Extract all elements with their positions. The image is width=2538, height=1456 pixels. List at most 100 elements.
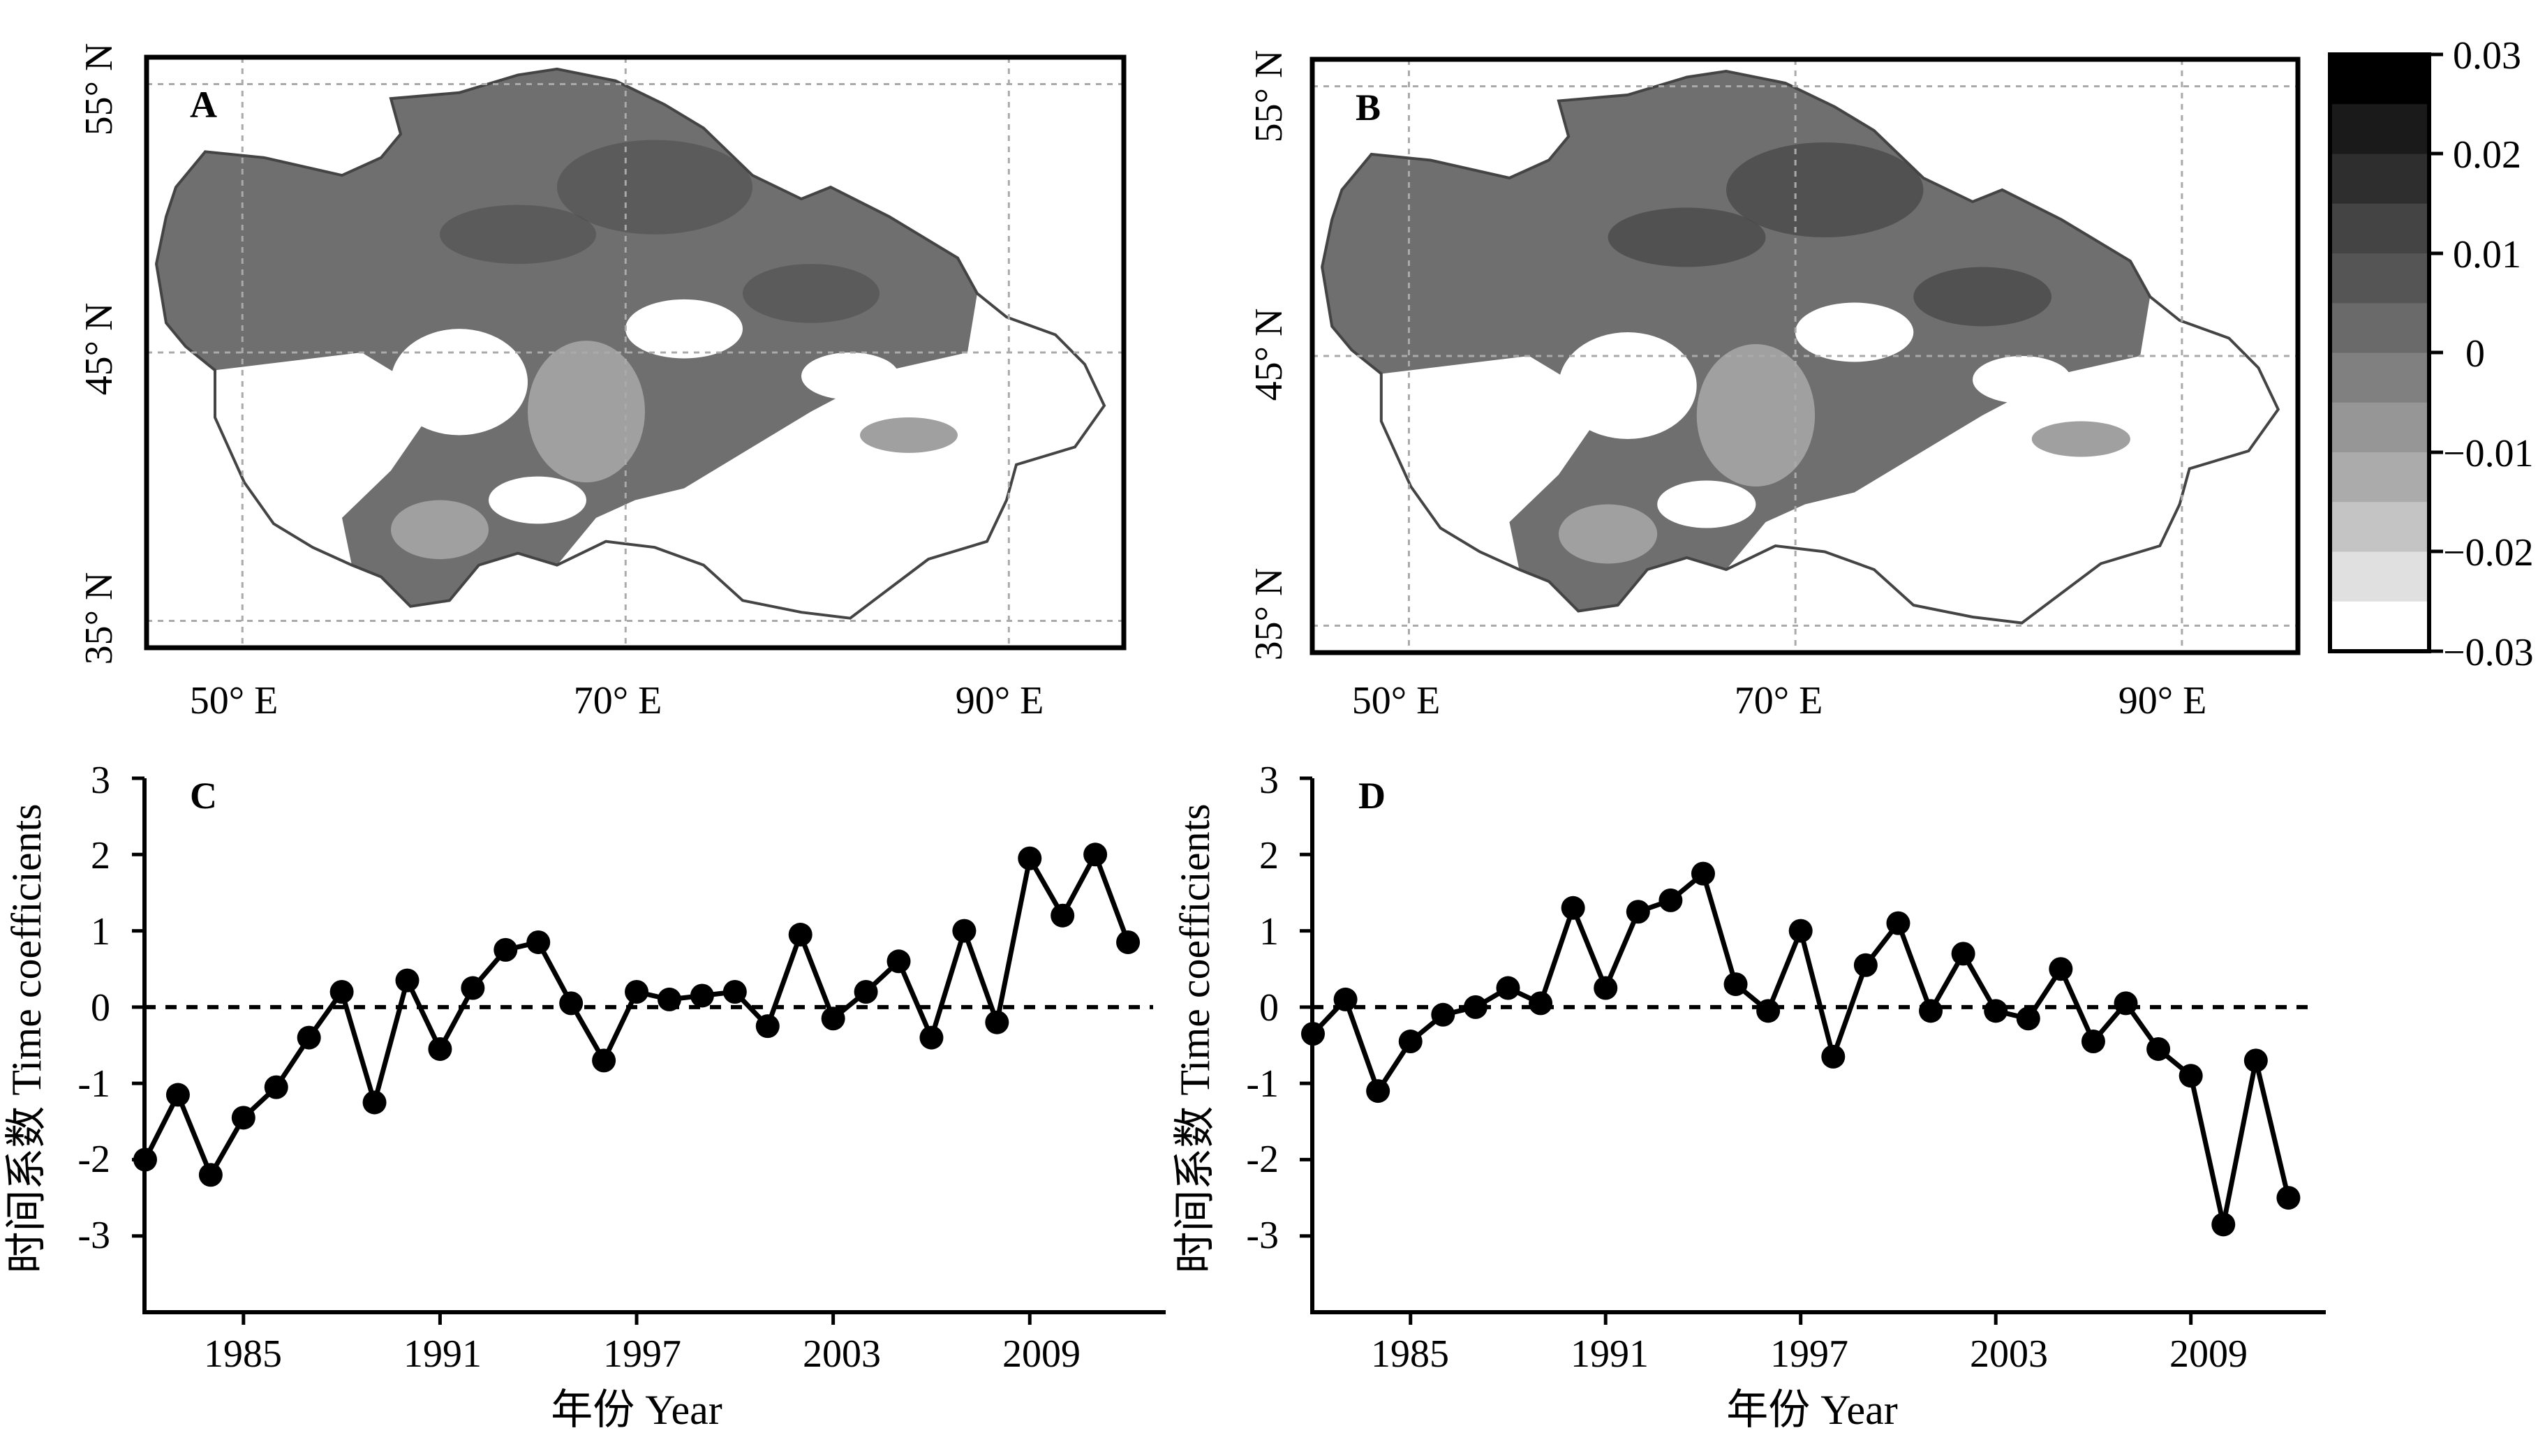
map-panel-b: 50° E 70° E 90° E 35° N 45° N 55° N B bbox=[1247, 50, 2301, 722]
map-high-value-area bbox=[743, 264, 880, 323]
data-point bbox=[2211, 1212, 2236, 1237]
colorbar-cell bbox=[2330, 154, 2429, 205]
map-desert-area bbox=[1559, 332, 1697, 439]
data-point bbox=[1886, 911, 1910, 935]
map-desert-area bbox=[489, 476, 586, 524]
data-point bbox=[1083, 842, 1108, 867]
map-a-gridlines bbox=[147, 57, 1124, 648]
map-b-frame bbox=[1309, 57, 2301, 655]
data-point bbox=[1018, 846, 1042, 870]
timeseries-d-y-tick-label: -2 bbox=[1246, 1138, 1279, 1181]
map-a-shapes bbox=[154, 67, 1106, 620]
colorbar-cell bbox=[2330, 502, 2429, 552]
map-low-value-area bbox=[528, 341, 645, 483]
data-point bbox=[362, 1090, 387, 1115]
data-point bbox=[297, 1025, 321, 1050]
colorbar-cells bbox=[2330, 54, 2429, 652]
map-b-y-tick-label: 35° N bbox=[1247, 568, 1291, 661]
data-point bbox=[1529, 991, 1553, 1016]
map-a-x-ticks: 50° E 70° E 90° E bbox=[190, 679, 1044, 722]
timeseries-d-y-tick-label: -3 bbox=[1246, 1214, 1279, 1257]
data-point bbox=[854, 980, 878, 1004]
data-point bbox=[592, 1048, 616, 1073]
timeseries-d-y-axis-title: 时间系数 Time coefficients bbox=[1172, 803, 1218, 1273]
data-point bbox=[1594, 976, 1618, 1000]
map-high-value-area bbox=[557, 140, 752, 235]
map-high-value-area bbox=[1726, 142, 1924, 237]
colorbar: 0.03 0.02 0.01 0 −0.01 −0.02 −0.03 bbox=[2328, 34, 2534, 674]
data-point bbox=[1561, 896, 1585, 920]
panel-letter-c: C bbox=[190, 775, 217, 817]
data-point bbox=[428, 1037, 452, 1061]
map-a-y-tick-label: 35° N bbox=[77, 572, 121, 665]
data-point bbox=[1788, 919, 1813, 943]
data-point bbox=[2114, 991, 2138, 1016]
map-b-shapes bbox=[1321, 69, 2280, 625]
timeseries-c-y-tick-label: -1 bbox=[77, 1062, 110, 1106]
colorbar-cell bbox=[2330, 104, 2429, 154]
timeseries-c-x-axis-title: 年份 Year bbox=[551, 1387, 722, 1433]
timeseries-panel-d: 3 2 1 0 -1 -2 -3 1985 1991 1997 2003 200… bbox=[1172, 759, 2326, 1433]
data-point bbox=[526, 930, 551, 954]
data-point bbox=[886, 949, 911, 974]
timeseries-c-y-tick-label: -2 bbox=[77, 1138, 110, 1181]
data-point bbox=[329, 980, 354, 1004]
data-point bbox=[559, 991, 584, 1016]
map-a-y-tick-label: 45° N bbox=[77, 303, 121, 396]
data-point bbox=[788, 923, 812, 947]
colorbar-tick-label: 0.01 bbox=[2453, 233, 2521, 276]
map-b-x-tick-label: 70° E bbox=[1735, 679, 1823, 722]
data-point bbox=[461, 976, 485, 1000]
timeseries-d-y-tick-labels: 3 2 1 0 -1 -2 -3 bbox=[1246, 759, 1279, 1257]
colorbar-tick-label: −0.01 bbox=[2443, 432, 2534, 475]
data-point bbox=[1398, 1030, 1423, 1054]
data-point bbox=[919, 1025, 944, 1050]
data-point bbox=[2179, 1064, 2203, 1088]
timeseries-d-x-tick-label: 1997 bbox=[1770, 1332, 1848, 1376]
timeseries-d-x-tick-labels: 1985 1991 1997 2003 2009 bbox=[1371, 1332, 2248, 1376]
map-b-gridlines bbox=[1312, 59, 2298, 653]
colorbar-tick-label: 0.03 bbox=[2453, 34, 2521, 77]
map-vegetation-area bbox=[156, 68, 977, 607]
data-point bbox=[1301, 1022, 1325, 1046]
colorbar-cell bbox=[2330, 203, 2429, 254]
timeseries-panel-c: 3 2 1 0 -1 -2 -3 1985 1991 1997 2003 200… bbox=[3, 759, 1166, 1433]
timeseries-c-x-tick-labels: 1985 1991 1997 2003 2009 bbox=[204, 1332, 1081, 1376]
data-point bbox=[231, 1106, 255, 1130]
map-low-value-area bbox=[1696, 344, 1816, 486]
map-b-y-tick-label: 55° N bbox=[1247, 50, 1291, 143]
data-point bbox=[1821, 1044, 1846, 1069]
timeseries-c-y-tick-label: 0 bbox=[91, 986, 110, 1030]
data-point bbox=[1658, 888, 1683, 912]
map-region-border bbox=[154, 67, 1106, 620]
data-point bbox=[1333, 987, 1358, 1011]
timeseries-d-y-tick-label: 2 bbox=[1259, 834, 1279, 877]
map-desert-area bbox=[674, 476, 909, 560]
map-b-y-tick-label: 45° N bbox=[1247, 309, 1291, 401]
map-b-x-ticks: 50° E 70° E 90° E bbox=[1352, 679, 2207, 722]
data-point bbox=[755, 1014, 780, 1039]
map-high-value-area bbox=[440, 205, 596, 265]
map-desert-area bbox=[1657, 480, 1756, 528]
map-region-border bbox=[1321, 69, 2280, 625]
map-a-y-ticks: 35° N 45° N 55° N bbox=[77, 43, 121, 665]
map-b-content bbox=[1321, 69, 2280, 625]
data-point bbox=[1626, 900, 1650, 924]
colorbar-cell bbox=[2330, 352, 2429, 403]
timeseries-c-x-tick-label: 1997 bbox=[603, 1332, 681, 1376]
data-point bbox=[2081, 1030, 2105, 1054]
panel-letter-b: B bbox=[1356, 87, 1381, 128]
timeseries-c-y-tick-label: -3 bbox=[77, 1214, 110, 1257]
map-high-value-area bbox=[1608, 207, 1766, 267]
map-desert-area bbox=[391, 329, 528, 436]
data-point bbox=[2146, 1037, 2171, 1061]
data-point bbox=[1853, 953, 1878, 977]
colorbar-cell bbox=[2330, 551, 2429, 602]
timeseries-d-x-tick-marks bbox=[1409, 1312, 2193, 1325]
data-point bbox=[1496, 976, 1520, 1000]
data-point bbox=[1116, 930, 1141, 954]
data-point bbox=[2049, 957, 2073, 981]
timeseries-d-y-tick-label: -1 bbox=[1246, 1062, 1279, 1106]
map-b-x-tick-label: 50° E bbox=[1352, 679, 1441, 722]
data-point bbox=[985, 1010, 1009, 1034]
